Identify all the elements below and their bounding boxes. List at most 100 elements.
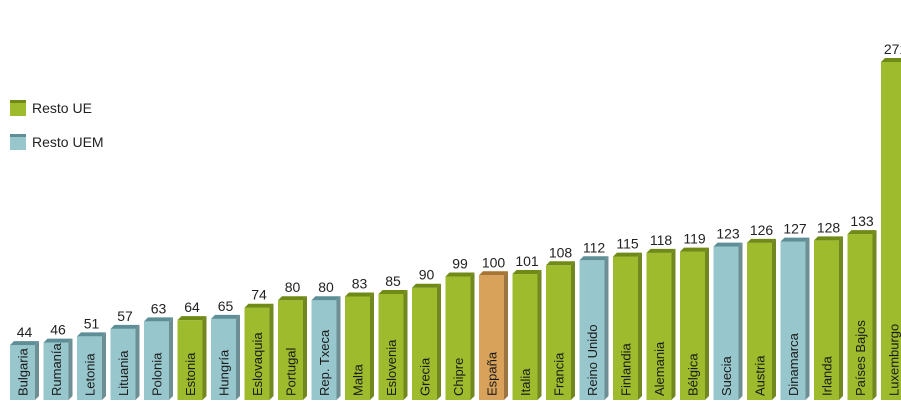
- category-label: Bélgica: [686, 353, 701, 396]
- bar-side: [872, 230, 877, 400]
- bar-side: [303, 296, 307, 400]
- value-label: 128: [817, 219, 841, 235]
- bar-top: [747, 238, 776, 243]
- bar-side: [370, 292, 374, 400]
- bar-rumanía: [43, 342, 69, 400]
- bar-hungría: [211, 318, 236, 400]
- bar-top: [847, 230, 877, 235]
- category-label: Hungría: [217, 349, 232, 396]
- bar-side: [638, 252, 642, 400]
- category-label: Malta: [351, 363, 366, 396]
- category-label: Italia: [518, 368, 533, 396]
- category-label: Rep. Txeca: [317, 329, 332, 396]
- bar-chipre: [445, 276, 471, 400]
- bar-side: [504, 271, 508, 400]
- bar-letonia: [77, 336, 102, 400]
- bar-top: [546, 261, 575, 266]
- bar-lituania: [110, 328, 136, 400]
- bar-españa: [479, 275, 504, 400]
- value-label: 90: [419, 267, 435, 283]
- bar-top: [881, 58, 901, 62]
- bar-finlandia: [613, 256, 638, 400]
- category-label: Irlanda: [820, 355, 835, 396]
- bar-irlanda: [814, 240, 839, 400]
- value-label: 64: [184, 299, 200, 315]
- bar-austria: [747, 242, 772, 400]
- category-label: Eslovenia: [384, 339, 399, 396]
- bar-side: [68, 338, 73, 400]
- value-label: 74: [251, 287, 267, 303]
- bar-side: [202, 316, 207, 400]
- legend-label-resto-uem: Resto UEM: [32, 134, 104, 150]
- category-label: Alemania: [652, 341, 667, 396]
- value-label: 51: [84, 315, 100, 331]
- bar-side: [772, 238, 776, 400]
- value-label: 101: [515, 253, 539, 269]
- category-label: Grecia: [418, 357, 433, 396]
- bar-top: [144, 317, 173, 322]
- bar-reino-unido: [579, 260, 605, 400]
- bar-estonia: [177, 320, 203, 400]
- bar-polonia: [144, 321, 169, 400]
- bar-side: [102, 332, 106, 400]
- bar-rep-txeca: [311, 300, 337, 400]
- category-label: España: [485, 351, 500, 396]
- bar-malta: [345, 296, 370, 400]
- category-label: Polonia: [150, 352, 165, 396]
- legend-label-resto-ue: Resto UE: [32, 100, 92, 116]
- bar-top: [512, 270, 542, 275]
- bar-top: [244, 303, 274, 308]
- legend-swatch-resto-uem: [10, 134, 26, 150]
- bar-eslovaquia: [244, 307, 270, 400]
- bar-dinamarca: [780, 241, 806, 400]
- category-label: Austria: [753, 355, 768, 396]
- value-label: 115: [616, 236, 639, 252]
- value-label: 83: [352, 275, 368, 291]
- bar-top: [311, 296, 341, 301]
- bar-grecia: [412, 287, 437, 400]
- bar-top: [445, 272, 475, 277]
- value-label: 65: [218, 298, 234, 314]
- value-label: 133: [850, 213, 874, 229]
- bar-side: [671, 248, 676, 400]
- category-label: Bulgaria: [16, 348, 31, 396]
- value-label: 57: [117, 308, 133, 324]
- bar-side: [738, 242, 743, 400]
- bar-top: [680, 247, 709, 252]
- bar-top: [378, 289, 408, 294]
- bar-suecia: [713, 246, 739, 400]
- bar-side: [236, 314, 240, 400]
- bar-top: [479, 271, 508, 276]
- value-label: 112: [583, 239, 606, 255]
- value-label: 118: [650, 232, 673, 248]
- bar-side: [839, 236, 843, 400]
- bar-francia: [546, 265, 571, 400]
- bar-side: [604, 256, 609, 400]
- value-label: 44: [17, 324, 33, 340]
- value-label: 100: [482, 254, 506, 270]
- bar-side: [135, 324, 140, 400]
- bar-top: [579, 256, 609, 261]
- bar-italia: [512, 274, 538, 400]
- bar-side: [403, 289, 408, 400]
- bar-eslovenia: [378, 293, 404, 400]
- bar-portugal: [278, 300, 303, 400]
- category-label: Chipre: [451, 358, 466, 396]
- category-label: Suecia: [719, 355, 734, 396]
- value-label: 119: [683, 231, 706, 247]
- value-label: 127: [783, 221, 807, 237]
- category-label: Letonia: [83, 353, 98, 396]
- category-label: Luxemburgo: [887, 324, 901, 396]
- bar-top: [110, 324, 140, 329]
- bar-side: [169, 317, 173, 400]
- value-label: 80: [318, 279, 334, 295]
- category-label: Portugal: [284, 347, 299, 396]
- category-label: Países Bajos: [853, 320, 868, 396]
- bar-side: [805, 237, 810, 400]
- value-label: 123: [716, 226, 740, 242]
- category-label: Reino Unido: [585, 324, 600, 396]
- bar-top: [77, 332, 106, 337]
- value-label: 108: [549, 244, 573, 260]
- legend-swatch-resto-ue: [10, 100, 26, 116]
- bar-bélgica: [680, 251, 705, 400]
